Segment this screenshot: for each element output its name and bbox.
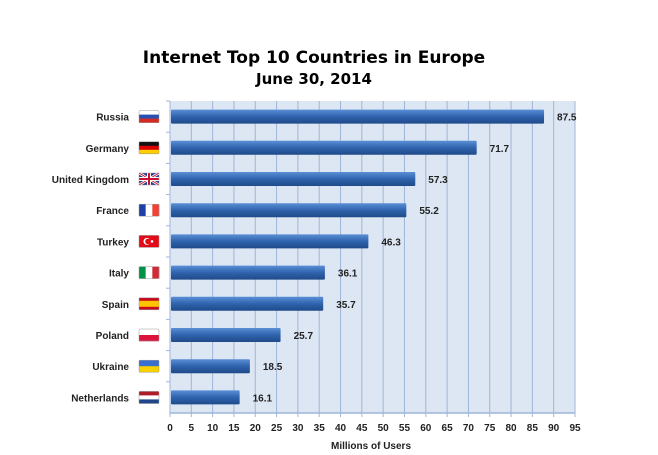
x-tick-label: 0 (167, 423, 173, 434)
russia-flag-icon (138, 110, 160, 123)
data-label: 57.3 (428, 175, 448, 186)
x-tick-label: 80 (505, 423, 517, 434)
flag-stripe (139, 329, 159, 336)
flag-border (138, 297, 160, 311)
flag-border (138, 235, 160, 248)
flag-border (138, 328, 160, 342)
x-tick-label: 45 (356, 423, 368, 434)
bar-germany (171, 140, 477, 155)
flag-stripe (139, 391, 159, 396)
flag-stripe (139, 114, 159, 119)
x-tick-label: 15 (228, 423, 240, 434)
flag-stripe (139, 300, 159, 307)
data-label: 46.3 (381, 237, 401, 248)
category-label: Russia (96, 113, 129, 124)
flag-stripe (139, 395, 159, 400)
poland-flag-icon (138, 328, 160, 342)
bar-russia (171, 109, 545, 124)
bar-netherlands (171, 390, 240, 405)
star (150, 240, 154, 243)
flag-stripe (152, 204, 160, 217)
flag-stripe (139, 145, 159, 151)
data-label: 55.2 (419, 206, 439, 217)
category-label: Italy (109, 269, 129, 280)
x-tick-label: 10 (207, 423, 219, 434)
category-label: Ukraine (92, 362, 129, 373)
x-tick-label: 25 (271, 423, 283, 434)
x-tick-label: 40 (335, 423, 347, 434)
flag-stripe (139, 335, 159, 342)
category-label: Poland (96, 331, 129, 342)
category-label: Netherlands (71, 393, 129, 404)
x-tick-label: 35 (314, 423, 326, 434)
x-tick-label: 85 (527, 423, 539, 434)
ukraine-flag-icon (138, 359, 160, 373)
data-label: 87.5 (557, 113, 577, 124)
flag-border (138, 141, 160, 155)
flag-stripe (139, 266, 146, 279)
flag-border (138, 203, 160, 217)
flag-stripe (139, 366, 159, 373)
category-label: Germany (86, 144, 130, 155)
category-label: United Kingdom (52, 175, 129, 186)
flag-stripe (139, 149, 159, 155)
category-label: Turkey (97, 237, 129, 248)
uk-flag-icon (138, 171, 160, 187)
bar-united-kingdom (171, 172, 416, 186)
flag-stripe (145, 266, 153, 279)
bar-ukraine (171, 359, 250, 374)
flag-stripe (145, 204, 153, 217)
flag-border (138, 172, 160, 186)
turkey-flag-icon (138, 235, 160, 248)
flag-stripe (152, 266, 160, 279)
flag-stripe (139, 204, 146, 217)
bar-spain (171, 296, 324, 311)
data-label: 71.7 (490, 144, 510, 155)
spain-flag-icon (138, 297, 160, 311)
x-tick-label: 90 (548, 423, 560, 434)
flag-stripe (139, 118, 159, 123)
cross-red (139, 173, 159, 185)
data-label: 35.7 (336, 300, 356, 311)
x-tick-label: 75 (484, 423, 496, 434)
x-tick-label: 20 (250, 423, 262, 434)
x-tick-label: 30 (292, 423, 304, 434)
data-label: 36.1 (338, 269, 358, 280)
bar-italy (171, 265, 325, 280)
germany-flag-icon (138, 141, 160, 155)
france-flag-icon (138, 203, 160, 217)
flag-stripe (139, 110, 159, 115)
flag-border (138, 359, 160, 373)
x-tick-label: 60 (420, 423, 432, 434)
bar-poland (171, 328, 281, 342)
flag-border (138, 266, 160, 279)
italy-flag-icon (138, 266, 160, 279)
category-label: France (96, 206, 129, 217)
x-tick-label: 65 (442, 423, 454, 434)
x-tick-label: 70 (463, 423, 475, 434)
flag-stripe (139, 360, 159, 367)
flag-border (138, 391, 160, 404)
x-tick-label: 50 (378, 423, 390, 434)
x-tick-label: 5 (189, 423, 195, 434)
netherlands-flag-icon (138, 391, 160, 404)
data-label: 16.1 (253, 393, 273, 404)
bar-france (171, 203, 407, 218)
x-axis-label: Millions of Users (331, 441, 411, 452)
flag-stripe (139, 399, 159, 404)
crescent-cut (145, 238, 151, 245)
flag-stripe (139, 141, 159, 147)
category-label: Spain (102, 300, 129, 311)
bar-turkey (171, 234, 369, 249)
data-label: 25.7 (294, 331, 314, 342)
x-tick-label: 55 (399, 423, 411, 434)
chart-title: Internet Top 10 Countries in Europe (143, 48, 485, 68)
x-tick-label: 95 (569, 423, 581, 434)
flag-border (138, 110, 160, 123)
data-label: 18.5 (263, 362, 283, 373)
chart-subtitle: June 30, 2014 (255, 70, 372, 88)
